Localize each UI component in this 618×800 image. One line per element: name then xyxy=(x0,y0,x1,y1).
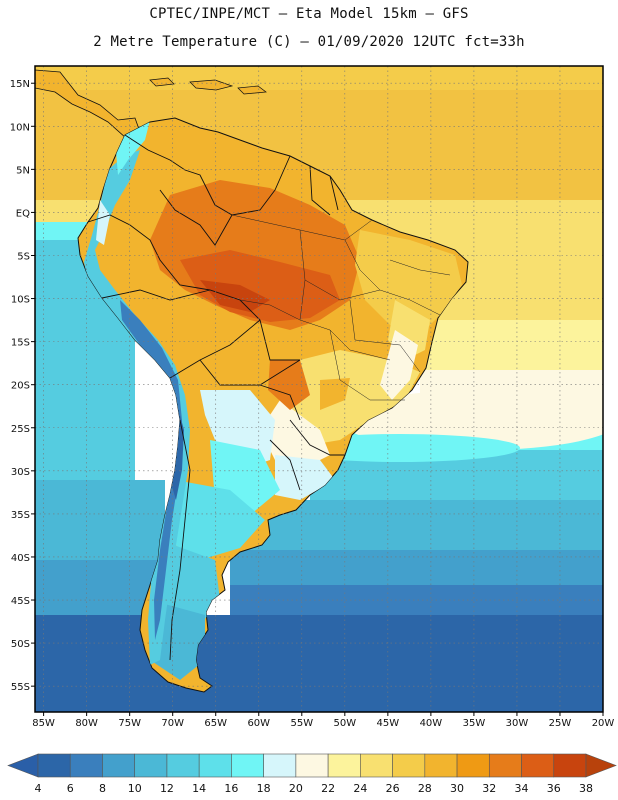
latitude-axis: 15N 10N 5N EQ 5S 10S 15S 20S 25S 30S 35S 40S 45S 50S 5… xyxy=(10,79,35,693)
lon-tick-label: 25W xyxy=(549,718,572,729)
lon-tick-label: 70W xyxy=(161,718,184,729)
colorbar-label: 8 xyxy=(99,782,106,795)
country-borders xyxy=(87,134,345,661)
lat-tick-label: 25S xyxy=(11,424,30,435)
colorbar-label: 32 xyxy=(482,782,496,795)
lon-tick-label: 50W xyxy=(334,718,357,729)
colorbar-label: 30 xyxy=(450,782,464,795)
lat-tick-label: 50S xyxy=(11,639,30,650)
lat-tick-label: 10S xyxy=(11,295,30,306)
lon-tick-label: 75W xyxy=(118,718,141,729)
colorbar-label: 34 xyxy=(515,782,529,795)
colorbar-label: 18 xyxy=(257,782,271,795)
colorbar-label: 22 xyxy=(321,782,335,795)
colorbar-label: 36 xyxy=(547,782,561,795)
lat-tick-label: 40S xyxy=(11,553,30,564)
colorbar-swatch xyxy=(456,753,490,778)
colorbar-label: 4 xyxy=(35,782,42,795)
map-frame xyxy=(34,65,604,713)
lon-tick-label: 45W xyxy=(377,718,400,729)
colorbar-label: 24 xyxy=(353,782,367,795)
colorbar-label: 26 xyxy=(386,782,400,795)
chart-title-variable: 2 Metre Temperature (C) – 01/09/2020 12U… xyxy=(93,34,525,50)
colorbar-swatch xyxy=(392,753,426,778)
lon-tick-label: 30W xyxy=(506,718,529,729)
colorbar-label: 38 xyxy=(579,782,593,795)
lon-tick-label: 35W xyxy=(463,718,486,729)
lon-tick-label: 60W xyxy=(247,718,270,729)
colorbar-swatch xyxy=(553,753,587,778)
lat-tick-label: EQ xyxy=(16,208,30,219)
lat-tick-label: 20S xyxy=(11,381,30,392)
colorbar-label: 10 xyxy=(128,782,142,795)
lon-tick-label: 65W xyxy=(204,718,227,729)
colorbar-swatch xyxy=(360,753,393,778)
lat-tick-label: 55S xyxy=(11,682,30,693)
lat-tick-label: 35S xyxy=(11,510,30,521)
lon-tick-label: 85W xyxy=(32,718,55,729)
colorbar-label: 6 xyxy=(67,782,74,795)
lat-tick-label: 5S xyxy=(17,251,30,262)
color-legend: 4 6 8 10 12 14 16 18 20 22 24 26 28 30 32 34 36 38 xyxy=(7,753,617,795)
colorbar-swatch xyxy=(327,753,361,778)
lat-tick-label: 10N xyxy=(10,122,30,133)
colorbar-over-arrow xyxy=(585,753,617,778)
lat-tick-label: 15S xyxy=(11,338,30,349)
colorbar-swatch xyxy=(424,753,458,778)
lon-tick-label: 80W xyxy=(75,718,98,729)
graticule xyxy=(35,66,604,712)
colorbar-swatch xyxy=(231,753,264,778)
colorbar-swatch xyxy=(521,753,555,778)
lon-tick-label: 40W xyxy=(420,718,443,729)
lon-tick-label: 20W xyxy=(592,718,615,729)
colorbar-swatch xyxy=(134,753,168,778)
lat-tick-label: 30S xyxy=(11,467,30,478)
chart-title-source: CPTEC/INPE/MCT – Eta Model 15km – GFS xyxy=(149,6,469,22)
colorbar-swatch xyxy=(37,753,71,778)
colorbar-swatch xyxy=(488,753,522,778)
lat-tick-label: 45S xyxy=(11,596,30,607)
state-borders xyxy=(231,214,451,401)
colorbar-under-arrow xyxy=(7,753,39,778)
colorbar-label: 20 xyxy=(289,782,303,795)
colorbar-swatch xyxy=(198,753,232,778)
colorbar-swatch xyxy=(166,753,200,778)
colorbar-label: 12 xyxy=(160,782,174,795)
colorbar-label: 28 xyxy=(418,782,432,795)
colorbar-swatch xyxy=(263,753,297,778)
colorbar-label: 16 xyxy=(224,782,238,795)
lat-tick-label: 5N xyxy=(16,165,30,176)
colorbar-swatch xyxy=(69,753,103,778)
lat-tick-label: 15N xyxy=(10,79,30,90)
lon-tick-label: 55W xyxy=(290,718,313,729)
colorbar-swatch xyxy=(295,753,329,778)
colorbar-swatch xyxy=(102,753,136,778)
colorbar-label: 14 xyxy=(192,782,206,795)
longitude-axis: 85W 80W 75W 70W 65W 60W 55W 50W 45W 40W 35W 30W 25W 2… xyxy=(32,712,614,729)
